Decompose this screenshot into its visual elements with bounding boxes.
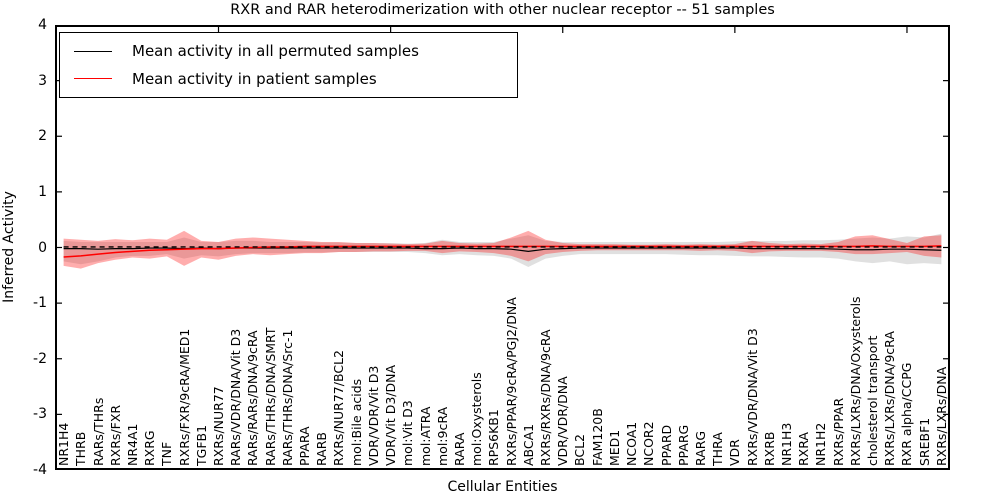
x-axis-label: Cellular Entities xyxy=(447,479,558,495)
patient-band xyxy=(63,230,942,269)
legend-label-permuted: Mean activity in all permuted samples xyxy=(132,42,419,61)
black-line-icon xyxy=(74,50,112,52)
y-tick-label: 4 xyxy=(38,17,47,33)
y-tick-label: -4 xyxy=(33,462,47,478)
y-tick-label: 2 xyxy=(38,128,47,145)
plot-frame xyxy=(55,25,950,470)
legend-entry-patient: Mean activity in patient samples xyxy=(60,70,517,88)
y-tick-label: 0 xyxy=(38,239,47,256)
legend-entry-permuted: Mean activity in all permuted samples xyxy=(60,42,517,60)
permuted-band xyxy=(63,233,942,267)
y-tick-label: -1 xyxy=(33,295,47,312)
y-tick-label: 3 xyxy=(38,72,47,89)
y-tick-label: 1 xyxy=(38,183,47,200)
y-tick-label: -3 xyxy=(33,406,47,423)
y-tick-label: -2 xyxy=(33,350,47,367)
legend: Mean activity in all permuted samples Me… xyxy=(59,32,518,98)
plot-area xyxy=(55,25,950,470)
red-line-icon xyxy=(74,78,112,80)
chart-title: RXR and RAR heterodimerization with othe… xyxy=(230,2,775,18)
legend-label-patient: Mean activity in patient samples xyxy=(132,69,377,88)
